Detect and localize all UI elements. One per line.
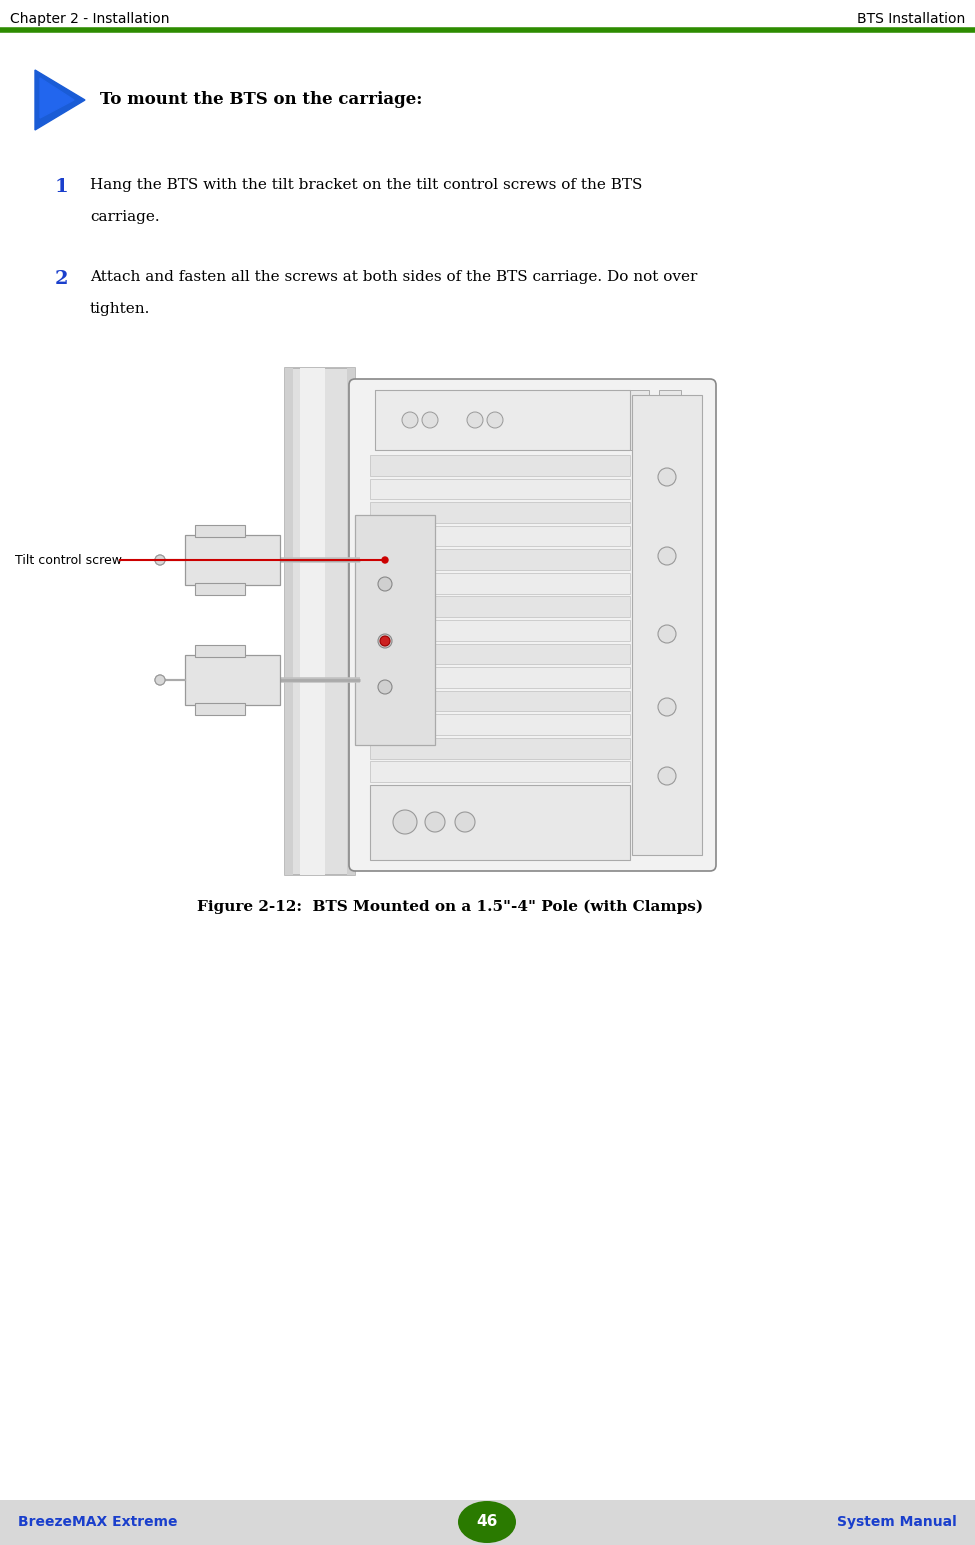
Bar	[658, 389, 681, 450]
Circle shape	[658, 766, 676, 785]
Bar	[370, 573, 630, 593]
Circle shape	[658, 468, 676, 487]
Circle shape	[393, 810, 417, 834]
Polygon shape	[40, 77, 74, 117]
Text: 1: 1	[55, 178, 69, 196]
Circle shape	[402, 413, 418, 428]
Text: carriage.: carriage.	[90, 210, 160, 224]
Bar	[596, 389, 617, 450]
Text: 2: 2	[55, 270, 68, 287]
Circle shape	[155, 675, 165, 684]
Bar	[285, 368, 293, 874]
Circle shape	[425, 813, 445, 833]
Bar	[195, 703, 245, 715]
Bar	[195, 644, 245, 657]
Bar	[627, 389, 649, 450]
Circle shape	[378, 633, 392, 647]
Text: To mount the BTS on the carriage:: To mount the BTS on the carriage:	[100, 91, 422, 108]
Circle shape	[658, 626, 676, 643]
Circle shape	[455, 813, 475, 833]
Bar	[370, 714, 630, 735]
Bar	[375, 389, 630, 450]
Circle shape	[155, 555, 165, 565]
Bar	[195, 525, 245, 538]
Circle shape	[155, 555, 165, 565]
Bar	[185, 655, 280, 705]
Text: BreezeMAX Extreme: BreezeMAX Extreme	[18, 1516, 177, 1530]
Bar	[370, 644, 630, 664]
Bar	[370, 762, 630, 782]
Text: System Manual: System Manual	[838, 1516, 957, 1530]
Bar	[355, 514, 435, 745]
Ellipse shape	[458, 1502, 516, 1543]
Bar	[0, 1500, 975, 1545]
Circle shape	[382, 558, 388, 562]
Bar	[370, 620, 630, 641]
Bar	[370, 479, 630, 499]
Text: Hang the BTS with the tilt bracket on the tilt control screws of the BTS: Hang the BTS with the tilt bracket on th…	[90, 178, 643, 192]
Bar	[370, 691, 630, 711]
Bar	[347, 368, 355, 874]
Polygon shape	[35, 70, 85, 130]
Text: Attach and fasten all the screws at both sides of the BTS carriage. Do not over: Attach and fasten all the screws at both…	[90, 270, 697, 284]
Bar	[470, 389, 491, 450]
Circle shape	[487, 413, 503, 428]
Bar	[370, 785, 630, 861]
Bar	[185, 535, 280, 586]
Text: Tilt control screw: Tilt control screw	[15, 553, 122, 567]
Text: tighten.: tighten.	[90, 301, 150, 317]
Bar	[438, 389, 460, 450]
Circle shape	[467, 413, 483, 428]
Bar	[195, 582, 245, 595]
Text: Figure 2-12:  BTS Mounted on a 1.5"-4" Pole (with Clamps): Figure 2-12: BTS Mounted on a 1.5"-4" Po…	[197, 901, 703, 915]
Bar	[532, 389, 555, 450]
Bar	[632, 396, 702, 854]
Bar	[370, 739, 630, 759]
Circle shape	[378, 576, 392, 592]
Bar	[370, 667, 630, 688]
Bar	[370, 550, 630, 570]
Text: Chapter 2 - Installation: Chapter 2 - Installation	[10, 12, 170, 26]
Bar	[370, 525, 630, 547]
Bar	[407, 389, 429, 450]
Text: 46: 46	[477, 1514, 497, 1530]
Text: BTS Installation: BTS Installation	[857, 12, 965, 26]
Bar	[375, 389, 397, 450]
Bar	[564, 389, 586, 450]
Bar	[370, 596, 630, 616]
Bar	[300, 368, 325, 874]
Circle shape	[155, 675, 165, 684]
FancyBboxPatch shape	[349, 379, 716, 871]
Circle shape	[380, 637, 390, 646]
Circle shape	[658, 698, 676, 715]
Circle shape	[658, 547, 676, 565]
Circle shape	[378, 680, 392, 694]
Bar	[501, 389, 523, 450]
Bar	[370, 454, 630, 476]
Bar	[370, 502, 630, 522]
Circle shape	[422, 413, 438, 428]
Bar	[285, 368, 355, 874]
